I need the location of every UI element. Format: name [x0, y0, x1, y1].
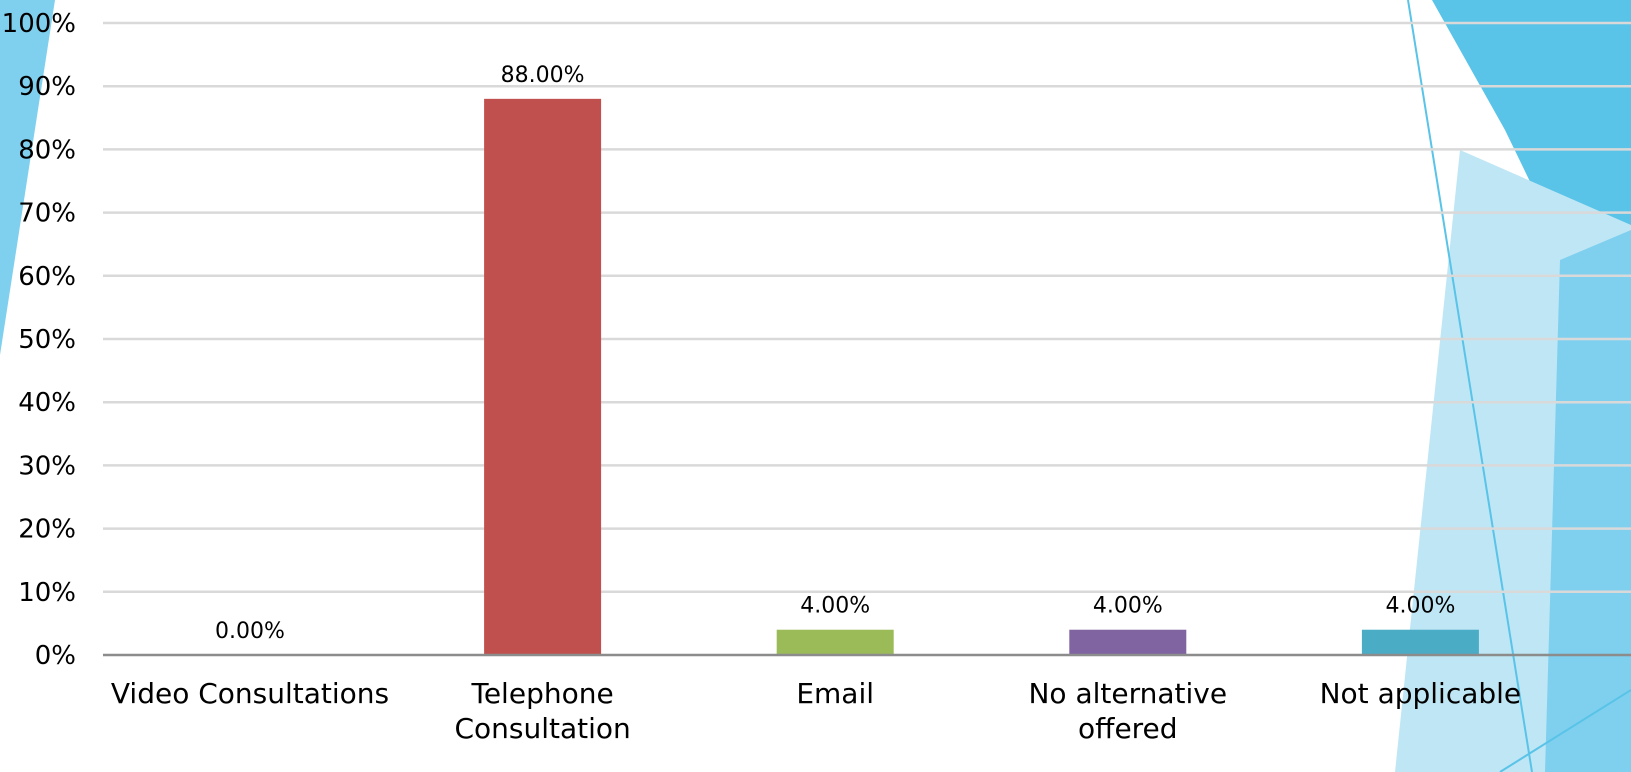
y-axis-tick-labels: 0% 10% 20% 30% 40% 50% 60% 70% 80% 90% 100%	[2, 9, 76, 671]
y-tick-label: 60%	[18, 262, 76, 292]
y-tick-label: 0%	[35, 641, 76, 671]
data-labels: 0.00% 88.00% 4.00% 4.00% 4.00%	[215, 63, 1455, 644]
x-tick-label: Consultation	[454, 712, 630, 745]
bar	[1069, 629, 1187, 655]
y-tick-label: 70%	[18, 199, 76, 229]
x-tick-label: Telephone	[470, 677, 613, 710]
data-label: 4.00%	[800, 594, 870, 619]
x-tick-label: Not applicable	[1320, 677, 1522, 710]
data-label: 4.00%	[1385, 594, 1455, 619]
right-decor-shape-mid	[1545, 230, 1631, 772]
gridlines	[103, 21, 1631, 594]
x-tick-label: No alternative	[1028, 677, 1227, 710]
bar	[484, 98, 602, 656]
y-tick-label: 90%	[18, 72, 76, 102]
bar	[776, 629, 894, 655]
data-label: 0.00%	[215, 619, 285, 644]
x-tick-label: offered	[1078, 712, 1178, 745]
y-tick-label: 30%	[18, 451, 76, 481]
y-tick-label: 100%	[2, 9, 76, 39]
y-tick-label: 80%	[18, 135, 76, 165]
y-tick-label: 40%	[18, 388, 76, 418]
right-decor-line	[1407, 0, 1533, 772]
y-tick-label: 20%	[18, 515, 76, 545]
x-axis-category-labels: Video Consultations TelephoneConsultation…	[111, 677, 1521, 745]
right-decor-shape-top	[1432, 0, 1631, 390]
bars	[484, 98, 1479, 656]
y-tick-label: 10%	[18, 578, 76, 608]
data-label: 88.00%	[501, 63, 585, 88]
left-decor-shape	[0, 0, 55, 355]
data-label: 4.00%	[1093, 594, 1163, 619]
bar	[1361, 629, 1479, 655]
x-tick-label: Video Consultations	[111, 677, 389, 710]
x-tick-label: Email	[796, 677, 874, 710]
right-decor-line	[1499, 689, 1631, 772]
y-tick-label: 50%	[18, 325, 76, 355]
